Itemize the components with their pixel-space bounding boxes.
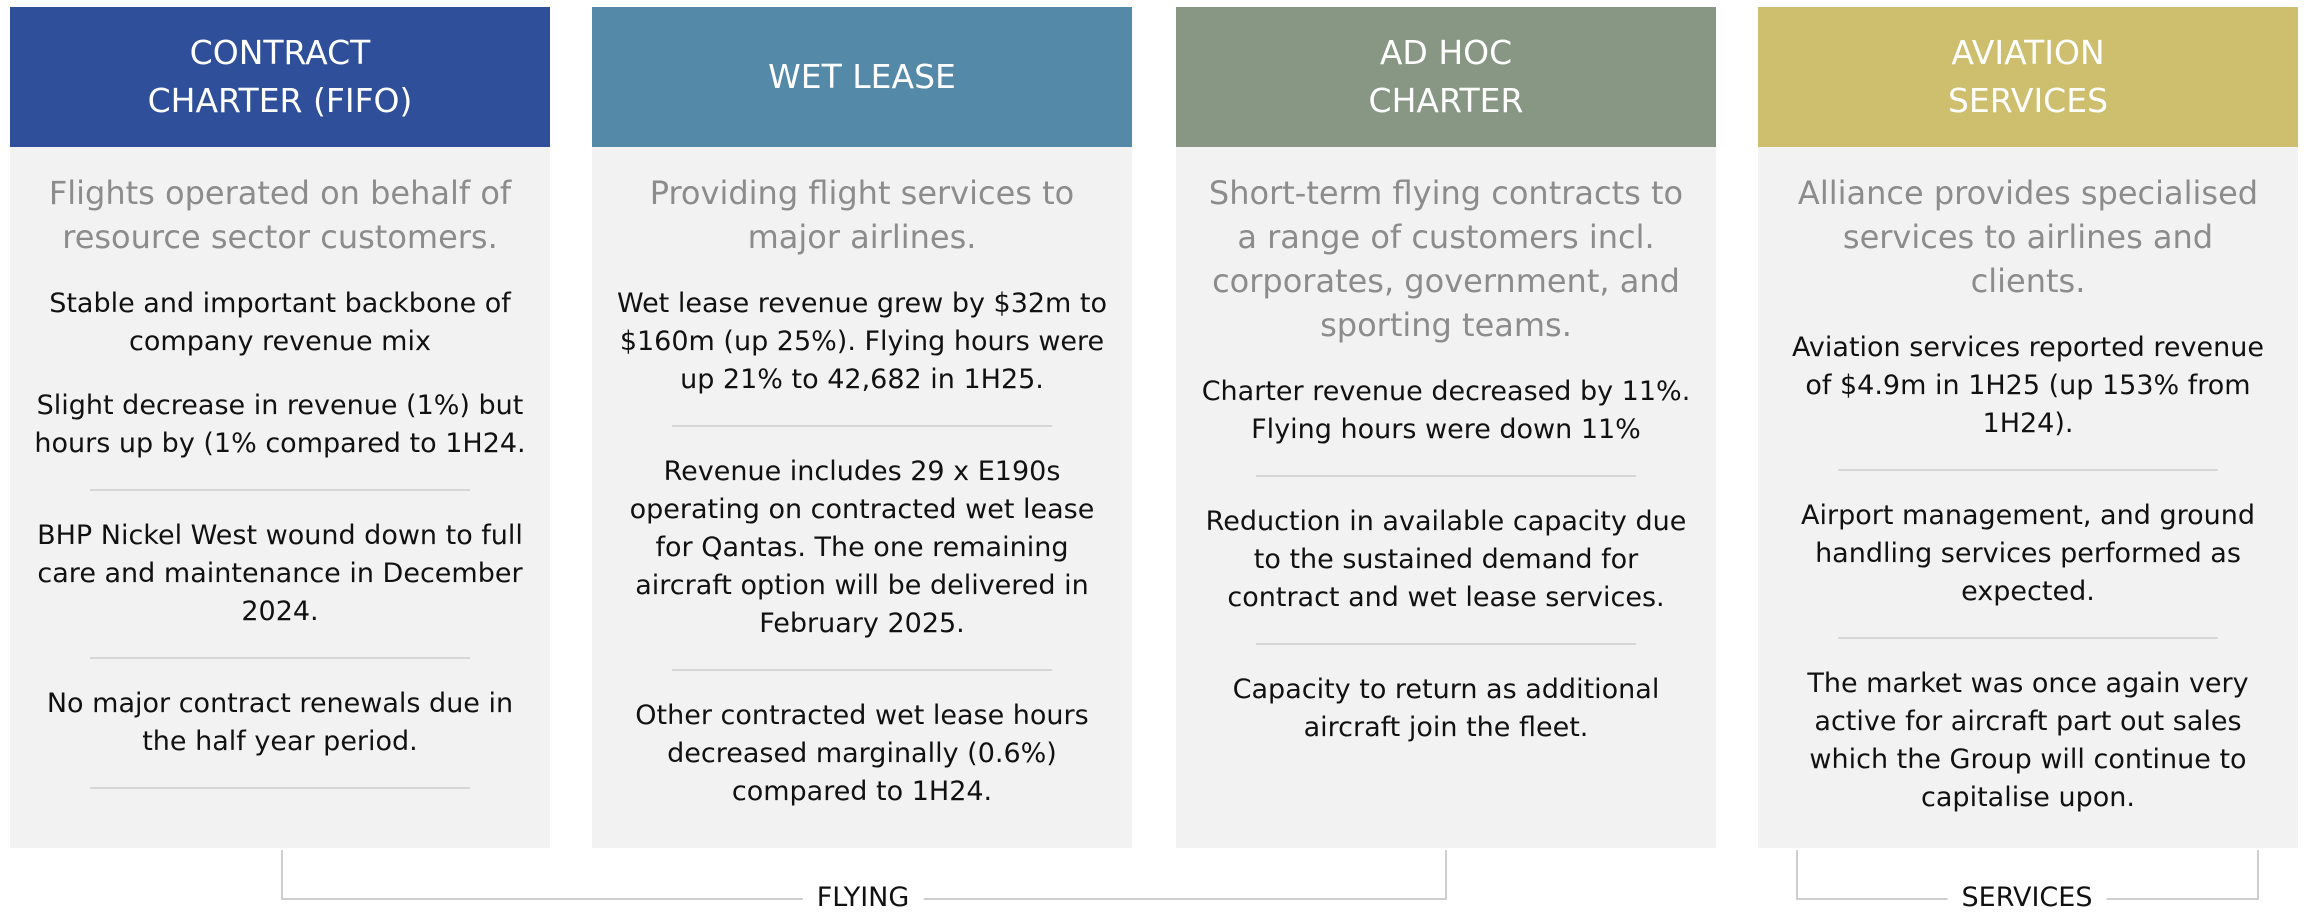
divider bbox=[1256, 643, 1636, 645]
column-subtitle: Short-term flying contracts to a range o… bbox=[1208, 174, 1684, 344]
divider bbox=[1838, 637, 2218, 639]
column: AVIATION SERVICES Alliance provides specia… bbox=[1758, 7, 2298, 848]
header-line: AVIATION bbox=[1951, 33, 2105, 72]
column: CONTRACT CHARTER (FIFO) Flights operated o… bbox=[10, 7, 550, 848]
item-text: Stable and important backbone of company… bbox=[49, 288, 511, 357]
item-list: Aviation services reported revenue of $4… bbox=[1758, 329, 2298, 817]
item-text: Charter revenue decreased by 11%. Flying… bbox=[1201, 376, 1691, 445]
divider bbox=[672, 669, 1052, 671]
column-subtitle: Flights operated on behalf of resource s… bbox=[48, 174, 512, 256]
item-text: Reduction in available capacity due to t… bbox=[1205, 506, 1687, 613]
header-line: SERVICES bbox=[1947, 81, 2109, 120]
item-text: Airport management, and ground handling … bbox=[1801, 500, 2255, 607]
divider bbox=[1838, 469, 2218, 471]
group-label: SERVICES bbox=[1947, 882, 2107, 913]
divider bbox=[90, 489, 470, 491]
column-header: AD HOC CHARTER bbox=[1176, 7, 1716, 147]
column: AD HOC CHARTER Short-term flying contracts… bbox=[1176, 7, 1716, 848]
header-line: CHARTER (FIFO) bbox=[147, 81, 413, 120]
item-text: BHP Nickel West wound down to full care … bbox=[37, 520, 523, 627]
column-subtitle: Alliance provides specialised services t… bbox=[1797, 174, 2259, 300]
item-text: Other contracted wet lease hours decreas… bbox=[635, 700, 1089, 807]
divider bbox=[672, 425, 1052, 427]
header-line: AD HOC bbox=[1379, 33, 1513, 72]
item-text: Wet lease revenue grew by $32m to $160m … bbox=[616, 288, 1108, 395]
item-text: Capacity to return as additional aircraf… bbox=[1232, 674, 1660, 743]
item-text: No major contract renewals due in the ha… bbox=[46, 688, 514, 757]
item-list: Wet lease revenue grew by $32m to $160m … bbox=[592, 285, 1132, 811]
header-line: CHARTER bbox=[1368, 81, 1524, 120]
item-text: Revenue includes 29 x E190s operating on… bbox=[629, 456, 1095, 639]
column-subtitle: Providing flight services to major airli… bbox=[649, 174, 1075, 256]
header-line: CONTRACT bbox=[189, 33, 371, 72]
column-header: CONTRACT CHARTER (FIFO) bbox=[10, 7, 550, 147]
group-label: FLYING bbox=[802, 882, 924, 913]
item-list: Stable and important backbone of company… bbox=[10, 285, 550, 789]
divider bbox=[90, 787, 470, 789]
item-list: Charter revenue decreased by 11%. Flying… bbox=[1176, 373, 1716, 747]
header-line: WET LEASE bbox=[768, 57, 956, 96]
column: WET LEASE Providing flight services to ma… bbox=[592, 7, 1132, 848]
item-text: Slight decrease in revenue (1%) but hour… bbox=[34, 390, 526, 459]
column-header: WET LEASE bbox=[592, 7, 1132, 147]
column-header: AVIATION SERVICES bbox=[1758, 7, 2298, 147]
item-text: Aviation services reported revenue of $4… bbox=[1792, 332, 2264, 439]
divider bbox=[1256, 475, 1636, 477]
divider bbox=[90, 657, 470, 659]
item-text: The market was once again very active fo… bbox=[1807, 668, 2249, 813]
